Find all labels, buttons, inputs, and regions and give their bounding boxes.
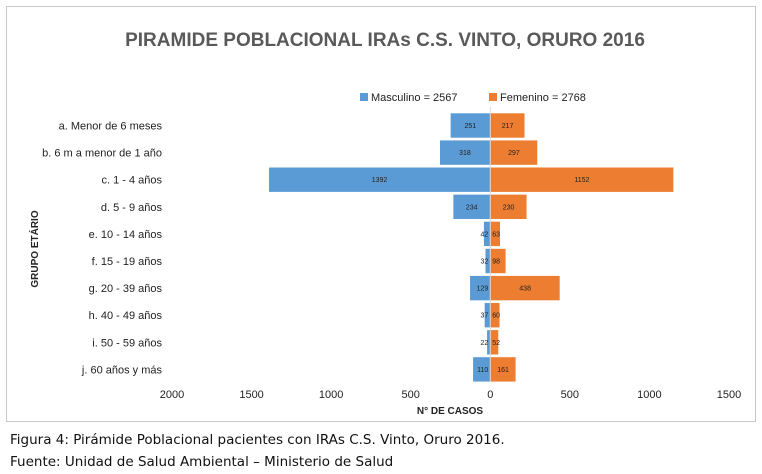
x-tick-label: 500 — [402, 389, 420, 401]
x-tick-labels: 2000 1500 1000 500 0 500 1000 1500 — [160, 389, 741, 401]
bar-femenino — [489, 166, 674, 193]
legend-swatch-femenino — [489, 93, 497, 101]
category-label: e. 10 - 14 años — [89, 229, 163, 241]
category-label: a. Menor de 6 meses — [59, 121, 163, 133]
legend-label-femenino: Femenino = 2768 — [500, 92, 586, 104]
legend-swatch-masculino — [360, 93, 368, 101]
figure-caption: Figura 4: Pirámide Poblacional pacientes… — [10, 432, 505, 448]
category-label: f. 15 - 19 años — [92, 256, 163, 268]
category-label: b. 6 m a menor de 1 año — [42, 148, 162, 160]
value-labels: 251 217 318 297 1392 1152 234 230 42 63 32 98 129 438… — [372, 123, 590, 374]
value-label-femenino: 438 — [519, 286, 531, 293]
category-label: c. 1 - 4 años — [101, 175, 162, 187]
bar-masculino — [268, 166, 491, 193]
value-label-masculino: 37 — [480, 313, 488, 320]
legend: Masculino = 2567 Femenino = 2768 — [360, 92, 586, 104]
value-label-masculino: 234 — [466, 204, 478, 211]
value-label-femenino: 52 — [492, 340, 500, 347]
value-label-femenino: 60 — [492, 313, 500, 320]
value-label-femenino: 230 — [503, 204, 515, 211]
value-label-masculino: 110 — [477, 367, 488, 374]
value-label-masculino: 42 — [480, 231, 488, 238]
value-label-masculino: 251 — [464, 123, 476, 130]
value-label-femenino: 98 — [492, 259, 500, 266]
bar-masculino — [452, 194, 491, 220]
category-label: d. 5 - 9 años — [101, 202, 163, 214]
x-tick-label: 1000 — [637, 389, 661, 401]
bars — [268, 112, 674, 383]
x-tick-label: 0 — [487, 389, 493, 401]
legend-label-masculino: Masculino = 2567 — [371, 92, 458, 104]
x-tick-label: 2000 — [160, 389, 184, 401]
category-label: j. 60 años y más — [81, 364, 163, 376]
value-label-femenino: 297 — [508, 150, 520, 157]
x-tick-label: 1500 — [239, 389, 263, 401]
bar-femenino — [489, 356, 517, 383]
category-label: h. 40 - 49 años — [89, 310, 163, 322]
value-label-femenino: 217 — [502, 123, 514, 130]
bar-masculino — [439, 139, 491, 166]
value-label-masculino: 1392 — [372, 177, 388, 184]
figure-source: Fuente: Unidad de Salud Ambiental – Mini… — [10, 454, 394, 470]
value-label-femenino: 1152 — [574, 177, 589, 184]
chart-title: PIRAMIDE POBLACIONAL IRAs C.S. VINTO, OR… — [125, 30, 645, 51]
category-label: i. 50 - 59 años — [92, 337, 162, 349]
x-tick-label: 1500 — [717, 389, 741, 401]
chart-frame: PIRAMIDE POBLACIONAL IRAs C.S. VINTO, OR… — [6, 6, 756, 422]
category-label: g. 20 - 39 años — [89, 283, 163, 295]
value-label-masculino: 129 — [477, 286, 489, 293]
x-axis-title: N° DE CASOS — [417, 406, 484, 417]
bar-femenino — [489, 139, 538, 166]
x-tick-label: 500 — [561, 389, 579, 401]
category-labels: a. Menor de 6 meses b. 6 m a menor de 1 a… — [42, 121, 162, 377]
bar-femenino — [489, 112, 526, 139]
value-label-masculino: 32 — [480, 259, 488, 266]
bar-femenino — [489, 275, 561, 301]
value-label-femenino: 63 — [492, 231, 500, 238]
value-label-femenino: 161 — [497, 367, 509, 374]
bar-masculino — [450, 112, 491, 139]
value-label-masculino: 22 — [480, 340, 488, 347]
y-axis-title: GRUPO ETÁRIO — [28, 210, 41, 287]
x-tick-label: 1000 — [319, 389, 343, 401]
population-pyramid-chart: PIRAMIDE POBLACIONAL IRAs C.S. VINTO, OR… — [28, 30, 741, 417]
value-label-masculino: 318 — [459, 150, 471, 157]
